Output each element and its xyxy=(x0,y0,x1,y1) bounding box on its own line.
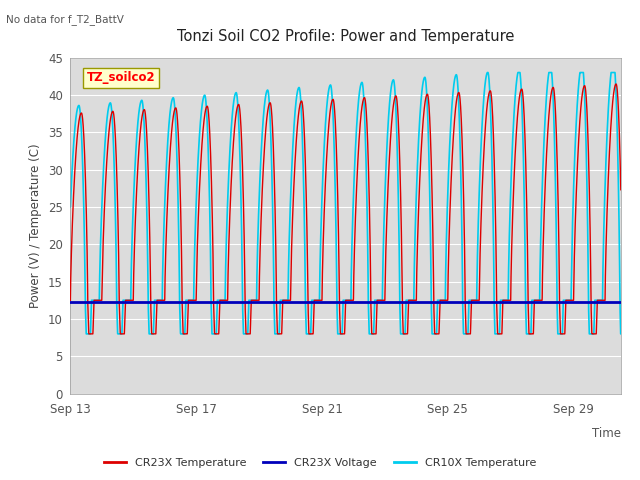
Y-axis label: Power (V) / Temperature (C): Power (V) / Temperature (C) xyxy=(29,144,42,308)
Text: No data for f_T2_BattV: No data for f_T2_BattV xyxy=(6,14,124,25)
Text: Time: Time xyxy=(592,427,621,440)
Text: TZ_soilco2: TZ_soilco2 xyxy=(87,71,156,84)
Legend: CR23X Temperature, CR23X Voltage, CR10X Temperature: CR23X Temperature, CR23X Voltage, CR10X … xyxy=(99,453,541,472)
Text: Tonzi Soil CO2 Profile: Power and Temperature: Tonzi Soil CO2 Profile: Power and Temper… xyxy=(177,29,515,44)
